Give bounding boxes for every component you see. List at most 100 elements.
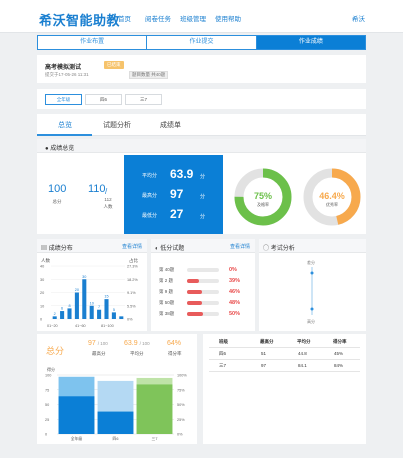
table-divider — [209, 347, 360, 348]
class-score-panel: 总分 97 / 100 最高分 63.9 / 100 平均分 64% 得分率 得… — [37, 334, 197, 444]
min-score-label: 最低分 — [142, 213, 158, 219]
avg-score-unit: 分 — [200, 174, 206, 180]
nav-grading-tasks[interactable]: 阅卷任务 — [145, 16, 171, 23]
nav-help[interactable]: 使用帮助 — [215, 16, 241, 23]
dist-y2-tick: 18.2% — [127, 278, 138, 282]
dist-bar — [111, 312, 116, 319]
table-cell: 44.8 — [298, 351, 307, 356]
highest-score-number: 97 — [88, 340, 96, 347]
distribution-detail-link[interactable]: 查看详情 — [121, 244, 142, 250]
nav-class-management[interactable]: 班级管理 — [180, 16, 206, 23]
pass-rate-value: 75% — [253, 191, 272, 201]
question-score-fill — [187, 312, 203, 316]
class-button-all[interactable]: 全年级 — [45, 94, 82, 105]
total-label: 总分 — [46, 346, 65, 356]
dist-y2-tick: 27.3% — [127, 265, 138, 269]
dist-bar — [89, 305, 94, 319]
exam-question-count: 题目数量 共40题 — [129, 71, 169, 79]
tab-question-analysis[interactable]: 试题分析 — [103, 122, 131, 129]
user-icon: ● — [45, 146, 49, 152]
tab-scores[interactable]: 作业成绩 — [256, 36, 365, 49]
summary-title-text: 成绩总览 — [50, 146, 75, 152]
analysis-title: ◯ 考试分析 — [263, 243, 295, 252]
dist-x-tick-2: 81~100 — [101, 324, 114, 328]
app-logo[interactable]: 希沃智能助教 — [39, 13, 121, 28]
total-score-label: 总分 — [52, 199, 62, 204]
dist-bar — [52, 316, 57, 319]
exam-title: 高考模拟测试 — [45, 65, 82, 71]
low-score-question-row[interactable]: 第 50题 48% — [159, 300, 249, 308]
highest-score-total: / 100 — [97, 341, 108, 346]
dist-bar — [97, 309, 102, 319]
class-avg-bar — [97, 411, 134, 434]
class-left-axis-label: 得分 — [47, 366, 55, 372]
avg-score-value: 63.9 — [170, 167, 194, 181]
dist-y-tick: 10 — [40, 304, 44, 308]
low-score-question-row[interactable]: 第 40题 0% — [159, 267, 249, 275]
low-score-question-row[interactable]: 第 9 题 46% — [159, 289, 249, 297]
dist-left-axis-label: 人数 — [41, 257, 50, 264]
analysis-point-bottom — [310, 307, 314, 311]
low-score-question-row[interactable]: 第 38题 50% — [159, 311, 249, 319]
top-bar: 希沃智能助教 首页 阅卷任务 班级管理 使用帮助 希沃 — [0, 0, 403, 33]
min-score-unit: 分 — [200, 214, 206, 220]
tab-submit[interactable]: 作业提交 — [147, 36, 257, 49]
pass-rate-donut — [234, 168, 292, 226]
table-divider — [209, 371, 360, 372]
avg-score-label: 平均分 — [142, 173, 158, 179]
score-stats-box: 平均分 63.9 分 最高分 97 分 最低分 27 分 — [124, 155, 223, 234]
low-score-detail-link[interactable]: 查看详情 — [229, 244, 250, 250]
lightbulb-icon: ◯ — [263, 246, 270, 252]
dist-bar-label: 7 — [98, 305, 100, 309]
pass-ring-fill — [234, 168, 292, 226]
dist-bar-label: 8 — [68, 304, 70, 308]
class-y-tick: 25 — [45, 418, 49, 422]
dist-bar — [74, 292, 79, 319]
low-score-question-row[interactable]: 第 2 题 39% — [159, 278, 249, 286]
nav-home[interactable]: 首页 — [118, 16, 131, 23]
exam-analysis-panel: ◯ 考试分析 差分 高分 — [259, 239, 366, 331]
tab-overview[interactable]: 总览 — [58, 122, 72, 129]
table-cell: 三7 — [219, 363, 227, 368]
dist-bar-label: 30 — [82, 275, 86, 279]
max-score-value: 97 — [170, 187, 184, 201]
class-y-tick: 0 — [45, 433, 47, 437]
summary-title: ● 成绩总览 — [45, 143, 74, 152]
tab-score-sheet[interactable]: 成绩单 — [160, 122, 181, 129]
analysis-top-label: 差分 — [307, 259, 315, 265]
class-y-tick: 50 — [45, 403, 49, 407]
question-score-bar — [187, 279, 219, 283]
dist-bar-label: 15 — [104, 295, 108, 299]
highest-score-label: 最高分 — [92, 351, 106, 356]
total-score-value: 100 — [48, 183, 67, 195]
low-score-header: ◐ 低分试题 查看详情 — [151, 239, 255, 253]
table-header-rate: 得分率 — [333, 339, 347, 344]
question-score-fill — [187, 301, 203, 305]
low-score-title-text: 低分试题 — [160, 246, 185, 252]
user-menu[interactable]: 希沃 — [352, 16, 365, 23]
question-score-pct: 50% — [229, 311, 241, 317]
people-count-value: 110 — [88, 183, 106, 195]
tab-assign[interactable]: 作业布置 — [38, 36, 148, 49]
table-cell: 84.1 — [298, 363, 307, 368]
question-score-pct: 0% — [229, 267, 237, 273]
status-badge: 已结束 — [104, 61, 124, 69]
class-avg-bar — [58, 396, 95, 434]
score-summary-card: ● 成绩总览 100 总分 110 / 112 人数 平均分 63.9 分 最高… — [37, 139, 366, 234]
class-button-3-7[interactable]: 三7 — [125, 94, 162, 105]
dist-y-tick: 30 — [40, 278, 44, 282]
question-score-bar — [187, 268, 219, 272]
question-label: 第 50题 — [159, 300, 175, 305]
dist-bar — [82, 279, 87, 319]
class-button-4-6[interactable]: 四6 — [85, 94, 122, 105]
class-y2-tick: 0% — [177, 433, 183, 437]
dist-bar — [67, 308, 72, 319]
score-distribution-panel: ▤ 成绩分布 查看详情 人数 占比 40 27.3% 30 18.2% 20 9.1% 10… — [37, 239, 147, 331]
people-total-value: 112 — [104, 197, 112, 202]
class-y-tick: 75 — [45, 388, 49, 392]
average-score-label: 平均分 — [130, 351, 144, 356]
question-label: 第 9 题 — [159, 289, 174, 294]
max-score-label: 最高分 — [142, 193, 158, 199]
dist-y-tick: 40 — [40, 265, 44, 269]
dist-bar-label: 20 — [75, 288, 79, 292]
